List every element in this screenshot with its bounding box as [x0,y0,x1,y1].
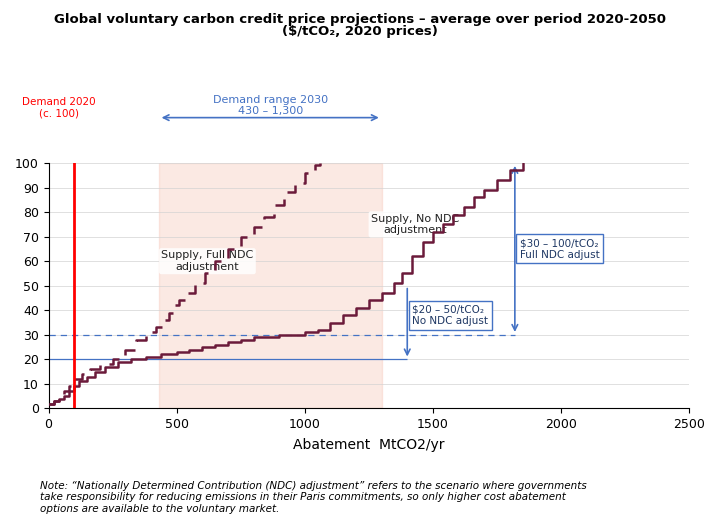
Text: ($/tCO₂, 2020 prices): ($/tCO₂, 2020 prices) [282,25,438,38]
Text: Demand range 2030: Demand range 2030 [212,95,328,105]
Text: Supply, No NDC
adjustment: Supply, No NDC adjustment [371,214,459,235]
Text: Supply, Full NDC
adjustment: Supply, Full NDC adjustment [161,250,253,272]
X-axis label: Abatement  MtCO2/yr: Abatement MtCO2/yr [293,438,444,452]
Text: Global voluntary carbon credit price projections – average over period 2020-2050: Global voluntary carbon credit price pro… [54,13,666,26]
Text: $30 – 100/tCO₂
Full NDC adjust: $30 – 100/tCO₂ Full NDC adjust [520,238,600,260]
Text: Note: “Nationally Determined Contribution (NDC) adjustment” refers to the scenar: Note: “Nationally Determined Contributio… [40,481,586,514]
Bar [158,163,382,408]
Text: Demand 2020
(c. 100): Demand 2020 (c. 100) [22,97,96,119]
Text: $20 – 50/tCO₂
No NDC adjust: $20 – 50/tCO₂ No NDC adjust [413,304,488,326]
Text: 430 – 1,300: 430 – 1,300 [238,106,303,116]
